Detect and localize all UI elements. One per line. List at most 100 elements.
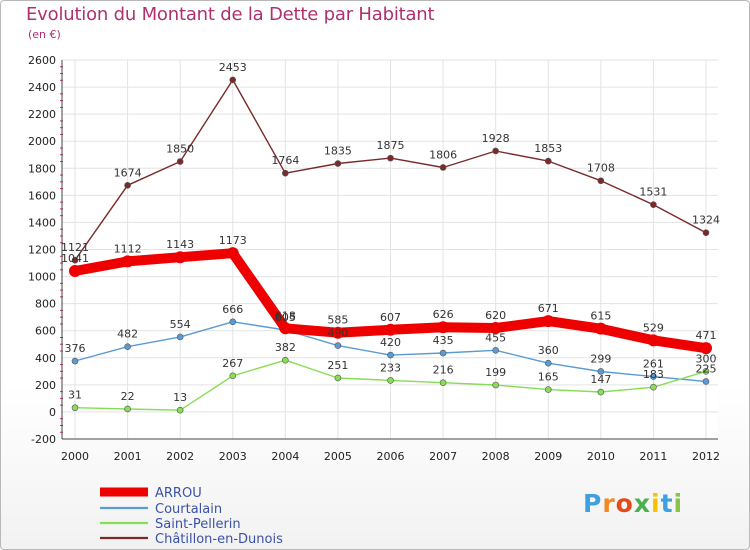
data-label: 620: [485, 309, 506, 322]
y-tick-label: 1600: [28, 189, 56, 202]
data-label: 1764: [271, 154, 299, 167]
logo-letter: o: [615, 489, 634, 518]
data-label: 605: [275, 311, 296, 324]
data-point: [229, 372, 237, 380]
data-label: 376: [65, 342, 86, 355]
data-point: [650, 373, 657, 380]
y-tick-label: 0: [49, 406, 56, 419]
y-tick-label: 2600: [28, 54, 56, 67]
chart-title: Evolution du Montant de la Dette par Hab…: [26, 4, 435, 25]
x-tick-label: 2004: [271, 450, 299, 463]
data-point: [700, 342, 712, 355]
data-point: [282, 169, 289, 177]
y-tick-label: 2000: [28, 135, 56, 148]
data-point: [702, 229, 710, 237]
data-point: [331, 326, 344, 339]
y-tick-label: 1000: [28, 271, 56, 284]
y-tick-label: 800: [35, 298, 56, 311]
data-point: [439, 379, 447, 386]
logo-letter: x: [633, 489, 651, 518]
data-point: [71, 404, 79, 412]
data-label: 300: [696, 352, 717, 365]
data-label: 607: [380, 311, 401, 324]
y-tick-label: 400: [35, 352, 56, 365]
data-point: [647, 334, 660, 347]
data-label: 360: [538, 344, 559, 357]
data-point: [229, 76, 237, 84]
data-point: [387, 351, 394, 359]
data-point: [544, 359, 552, 367]
data-label: 490: [327, 327, 348, 340]
logo-letter: r: [602, 489, 616, 518]
logo-letter: t: [660, 489, 674, 518]
y-tick-label: 200: [35, 379, 56, 392]
data-point: [597, 388, 605, 396]
data-point: [384, 323, 397, 336]
data-point: [492, 147, 499, 155]
data-point: [650, 383, 657, 391]
data-point: [229, 318, 237, 326]
data-label: 382: [275, 341, 296, 354]
data-point: [226, 247, 239, 260]
x-tick-label: 2007: [429, 450, 457, 463]
data-label: 13: [173, 391, 187, 404]
data-label: 626: [433, 308, 454, 321]
data-label: 615: [590, 310, 611, 323]
logo-letter: i: [651, 489, 661, 518]
data-label: 261: [643, 358, 664, 371]
x-tick-label: 2011: [639, 450, 667, 463]
data-label: 666: [222, 303, 243, 316]
data-point: [439, 349, 447, 357]
data-label: 585: [327, 314, 348, 327]
data-point: [334, 342, 342, 349]
data-point: [702, 378, 710, 385]
y-tick-label: 2400: [28, 81, 56, 94]
data-label: 22: [121, 390, 135, 403]
y-tick-label: 1800: [28, 162, 56, 175]
data-point: [124, 405, 131, 413]
data-point: [124, 182, 131, 189]
data-label: 1853: [534, 142, 562, 155]
data-label: 471: [696, 329, 717, 342]
data-label: 435: [433, 334, 454, 347]
data-label: 1531: [639, 186, 667, 199]
x-tick-label: 2012: [692, 450, 720, 463]
data-label: 1806: [429, 148, 457, 161]
y-tick-label: -200: [31, 433, 56, 446]
proxiti-logo: Proxiti: [583, 489, 683, 518]
y-tick-label: 600: [35, 325, 56, 338]
data-label: 225: [696, 362, 717, 375]
data-point: [702, 368, 710, 375]
x-tick-label: 2008: [482, 450, 510, 463]
data-label: 233: [380, 361, 401, 374]
y-tick-label: 1400: [28, 216, 56, 229]
data-point: [437, 321, 450, 334]
data-point: [176, 406, 184, 414]
data-point: [544, 157, 552, 165]
data-label: 1875: [377, 139, 405, 152]
data-point: [176, 158, 184, 165]
data-label: 183: [643, 368, 664, 381]
data-point: [492, 347, 499, 354]
data-point: [71, 256, 79, 264]
data-point: [176, 333, 184, 341]
data-point: [439, 164, 447, 171]
legend-label: ARROU: [155, 486, 202, 501]
data-point: [69, 265, 81, 278]
y-tick-label: 1200: [28, 244, 56, 257]
data-point: [282, 356, 289, 364]
data-point: [387, 377, 394, 384]
data-label: 529: [643, 321, 664, 334]
data-point: [124, 343, 131, 350]
data-point: [387, 154, 394, 162]
data-label: 420: [380, 336, 401, 349]
data-point: [544, 386, 552, 393]
data-label: 1708: [587, 162, 615, 175]
x-tick-label: 2005: [324, 450, 352, 463]
data-point: [597, 368, 605, 375]
data-label: 1041: [61, 252, 89, 265]
data-label: 1674: [114, 166, 142, 179]
data-label: 1173: [219, 234, 247, 247]
data-label: 267: [222, 357, 243, 370]
